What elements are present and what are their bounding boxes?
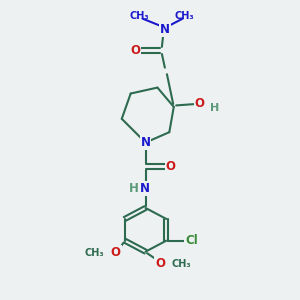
- Text: O: O: [155, 257, 165, 270]
- Text: N: N: [160, 23, 170, 36]
- Text: CH₃: CH₃: [130, 11, 149, 21]
- Text: O: O: [195, 98, 205, 110]
- Text: Cl: Cl: [185, 234, 198, 247]
- Text: O: O: [111, 246, 121, 259]
- Text: CH₃: CH₃: [174, 11, 194, 21]
- Text: N: N: [140, 182, 150, 195]
- Text: H: H: [210, 103, 220, 113]
- Text: O: O: [130, 44, 140, 57]
- Text: CH₃: CH₃: [85, 248, 104, 257]
- Text: O: O: [166, 160, 176, 173]
- Text: H: H: [129, 182, 139, 195]
- Text: CH₃: CH₃: [172, 259, 191, 269]
- Text: N: N: [140, 136, 151, 149]
